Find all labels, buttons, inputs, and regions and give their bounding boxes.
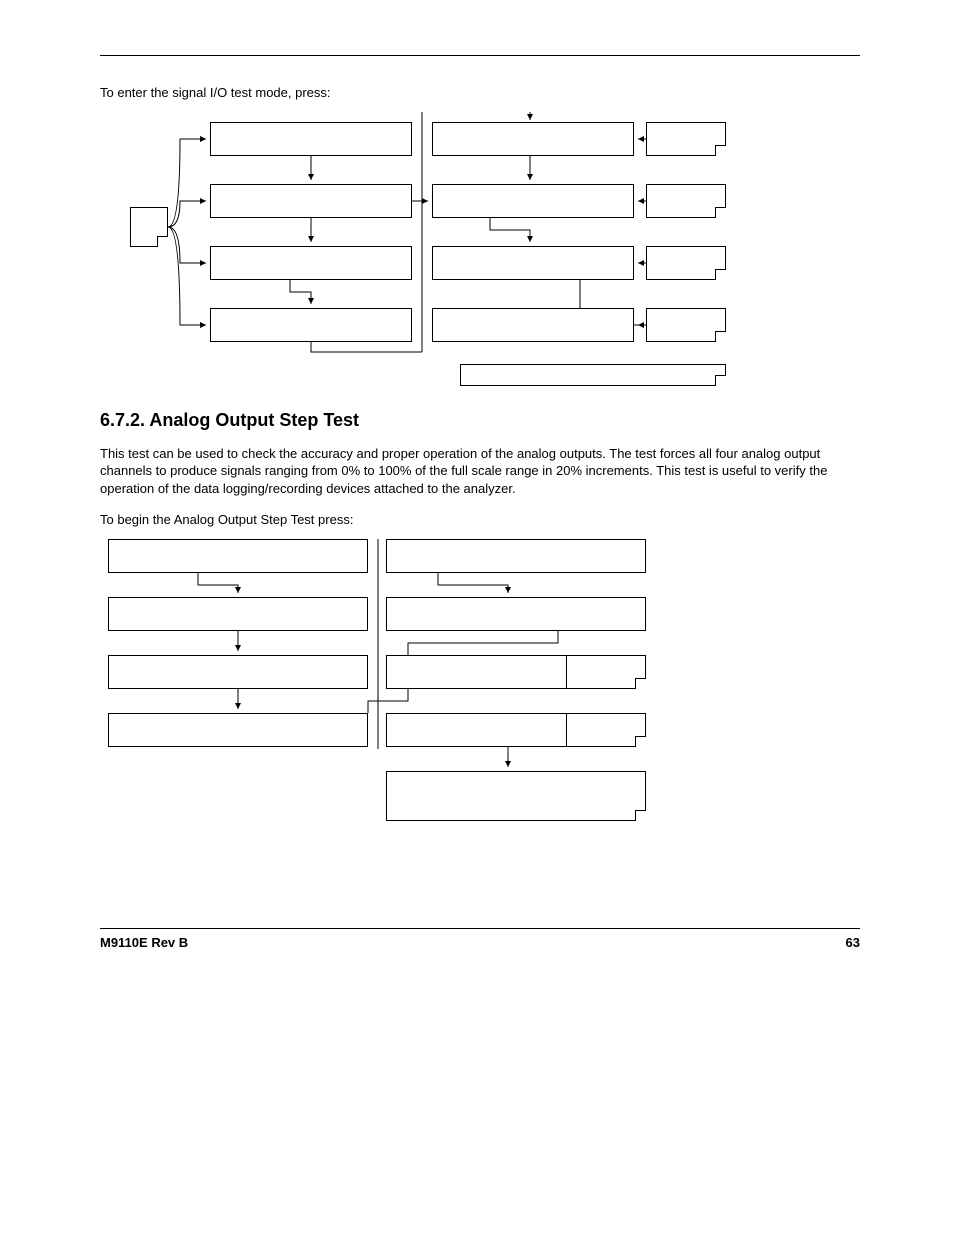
flowchart-box <box>460 364 726 386</box>
flowchart-box <box>210 246 412 280</box>
flowchart-box <box>432 246 634 280</box>
flowchart-box <box>646 122 726 156</box>
flowchart-box <box>108 539 368 573</box>
flowchart-box <box>108 597 368 631</box>
flowchart-box <box>432 184 634 218</box>
flowchart-box <box>386 539 646 573</box>
flowchart-box <box>566 655 646 689</box>
flowchart-2 <box>108 539 708 839</box>
flowchart-box <box>646 308 726 342</box>
header-rule <box>100 55 860 56</box>
footer-page-number: 63 <box>846 935 860 950</box>
body-paragraph-2: To begin the Analog Output Step Test pre… <box>100 511 860 529</box>
flowchart-1 <box>130 112 730 392</box>
flowchart-box <box>108 713 368 747</box>
flowchart-box <box>432 308 634 342</box>
flowchart-box <box>210 122 412 156</box>
flowchart-box <box>210 184 412 218</box>
flowchart-box <box>646 246 726 280</box>
flowchart-box <box>386 771 646 821</box>
flowchart-box <box>566 713 646 747</box>
flowchart-box <box>432 122 634 156</box>
body-paragraph-1: This test can be used to check the accur… <box>100 445 860 498</box>
footer-doc-id: M9110E Rev B <box>100 935 188 950</box>
flowchart-box <box>386 597 646 631</box>
section-heading: 6.7.2. Analog Output Step Test <box>100 410 860 431</box>
flowchart-box <box>108 655 368 689</box>
footer-rule <box>100 928 860 929</box>
flowchart-box <box>130 207 168 247</box>
flowchart-box <box>646 184 726 218</box>
intro-text-1: To enter the signal I/O test mode, press… <box>100 84 860 102</box>
flowchart-box <box>210 308 412 342</box>
page-footer: M9110E Rev B 63 <box>100 928 860 950</box>
